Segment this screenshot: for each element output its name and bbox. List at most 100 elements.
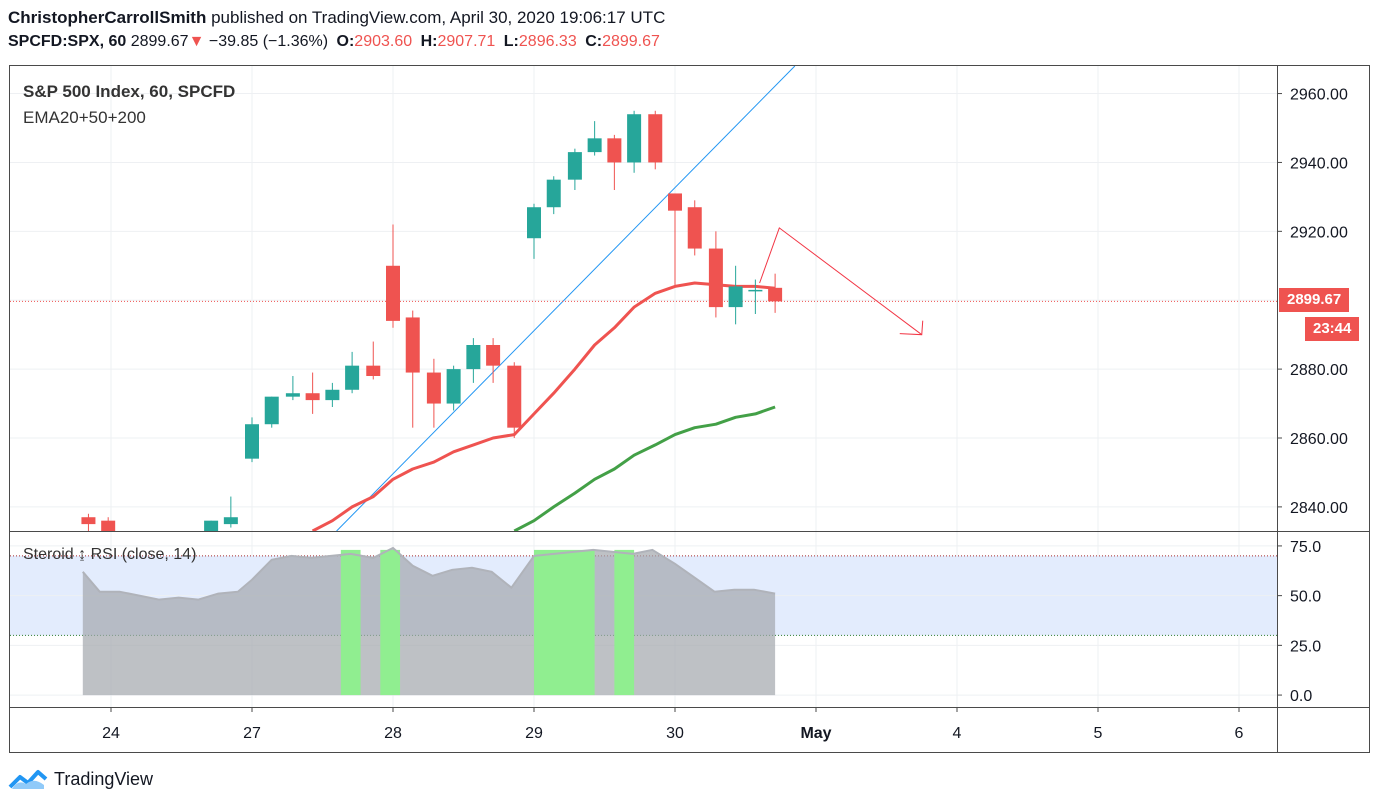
- time-tick-label: May: [800, 725, 831, 742]
- candle: [687, 200, 702, 256]
- candle-body: [768, 287, 783, 302]
- publish-info: published on TradingView.com, April 30, …: [211, 8, 666, 27]
- candle-body: [687, 207, 702, 249]
- candle: [507, 362, 522, 438]
- candle: [405, 310, 420, 428]
- candle: [607, 134, 622, 190]
- candle-body: [567, 152, 582, 180]
- open-value: 2903.60: [354, 33, 413, 50]
- ohlc-line: SPCFD:SPX, 60 2899.67▼ −39.85 (−1.36%) O…: [8, 30, 665, 54]
- candle-body: [405, 317, 420, 373]
- candle-body: [748, 289, 763, 292]
- chart-title[interactable]: S&P 500 Index, 60, SPCFD: [23, 82, 236, 101]
- candle: [345, 351, 360, 394]
- indicator-label[interactable]: EMA20+50+200: [23, 108, 146, 127]
- candle-body: [245, 424, 259, 459]
- candle: [567, 148, 582, 190]
- candle: [708, 231, 723, 318]
- trendline: [336, 66, 796, 531]
- candle-body: [204, 520, 219, 531]
- candle: [204, 520, 219, 531]
- time-tick-label: 5: [1094, 725, 1103, 742]
- publish-line: ChristopherCarrollSmith published on Tra…: [8, 6, 665, 30]
- candle: [546, 176, 561, 215]
- candle: [81, 513, 96, 531]
- candle: [223, 496, 238, 528]
- down-triangle-icon: ▼: [188, 33, 205, 50]
- rsi-tick-label: 25.0: [1290, 638, 1321, 655]
- candle-body: [668, 193, 682, 211]
- publish-header: ChristopherCarrollSmith published on Tra…: [8, 6, 665, 54]
- candle-body: [546, 179, 561, 208]
- candle: [285, 376, 300, 401]
- projection-arrowhead: [899, 320, 924, 336]
- ema20-line: [311, 281, 776, 531]
- open-label: O:: [336, 33, 355, 50]
- candle: [768, 273, 783, 313]
- rsi-tick-label: 50.0: [1290, 589, 1321, 606]
- candle: [264, 396, 279, 428]
- candle: [386, 224, 400, 328]
- price-tick-label: 2940.00: [1290, 155, 1348, 172]
- rsi-overbought-zone: [380, 549, 401, 696]
- last-price: 2899.67: [130, 33, 189, 50]
- price-tick-label: 2960.00: [1290, 87, 1348, 104]
- candle: [426, 358, 441, 428]
- high-label: H:: [420, 33, 438, 50]
- candle-body: [708, 248, 723, 308]
- ema50-line: [513, 405, 776, 531]
- projection-arrow: [759, 227, 923, 336]
- chart-legend: S&P 500 Index, 60, SPCFD EMA20+50+200: [23, 79, 235, 131]
- time-tick-label: 28: [384, 725, 402, 742]
- price-tick-label: 2920.00: [1290, 224, 1348, 241]
- rsi-overbought-zone: [340, 549, 361, 696]
- main-pane: [10, 66, 1277, 531]
- time-tick-label: 29: [525, 725, 543, 742]
- candle-body: [81, 517, 96, 525]
- candle: [325, 382, 340, 407]
- rsi-legend[interactable]: Steroid ↨ RSI (close, 14): [23, 546, 197, 563]
- brand-name: TradingView: [54, 768, 154, 789]
- candle: [366, 341, 381, 380]
- candle-body: [466, 345, 481, 370]
- candle: [728, 265, 743, 325]
- candle-body: [305, 393, 320, 401]
- candle: [101, 517, 116, 531]
- candle-body: [486, 345, 501, 366]
- footer-brand[interactable]: TradingView: [8, 767, 153, 791]
- symbol-label: SPCFD:SPX, 60: [8, 33, 127, 50]
- candle-body: [386, 265, 400, 321]
- candle-body: [325, 389, 340, 401]
- author-name[interactable]: ChristopherCarrollSmith: [8, 8, 207, 27]
- candle-body: [446, 369, 461, 404]
- tradingview-logo-icon: [8, 770, 48, 789]
- time-tick-label: 27: [243, 725, 261, 742]
- low-value: 2896.33: [518, 33, 577, 50]
- low-label: L:: [503, 33, 519, 50]
- candle: [446, 365, 461, 411]
- candle-body: [587, 138, 602, 153]
- countdown-tag: 23:44: [1305, 317, 1360, 341]
- chart-frame: [9, 65, 1370, 753]
- close-value: 2899.67: [602, 33, 660, 50]
- rsi-tick-label: 75.0: [1290, 539, 1321, 556]
- candle: [245, 417, 259, 463]
- candle-body: [101, 520, 116, 531]
- high-value: 2907.71: [437, 33, 496, 50]
- candle: [527, 203, 541, 259]
- candle: [587, 121, 602, 156]
- rsi-overbought-zone: [534, 549, 595, 696]
- close-label: C:: [585, 33, 603, 50]
- candle: [748, 279, 763, 314]
- rsi-tick-label: 0.0: [1290, 688, 1312, 705]
- candle-body: [285, 393, 300, 397]
- rsi-overbought-zone: [614, 549, 635, 696]
- candle: [627, 110, 642, 173]
- last-price-tag: 2899.67: [1279, 288, 1350, 312]
- candle: [648, 110, 663, 170]
- candle-body: [728, 286, 743, 308]
- price-tick-label: 2880.00: [1290, 362, 1348, 379]
- time-tick-label: 6: [1235, 725, 1244, 742]
- candle: [466, 338, 481, 383]
